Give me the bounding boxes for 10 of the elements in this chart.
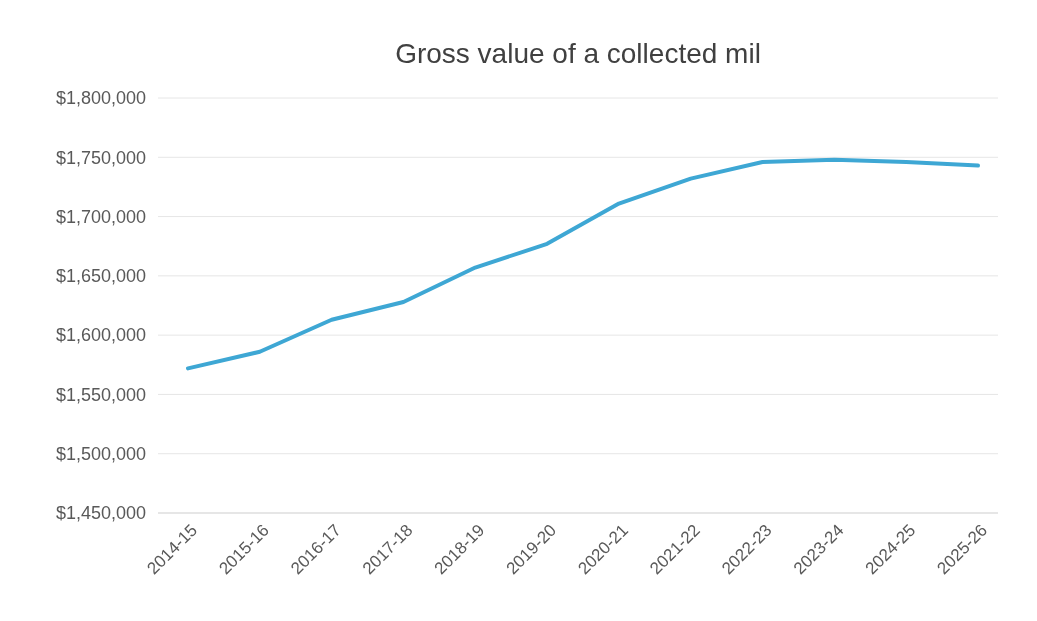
y-tick-label: $1,450,000 bbox=[55, 503, 146, 524]
y-tick-label: $1,500,000 bbox=[55, 444, 146, 465]
y-tick-label: $1,750,000 bbox=[55, 147, 146, 168]
y-tick-label: $1,600,000 bbox=[55, 325, 146, 346]
chart-title: Gross value of a collected mil bbox=[395, 38, 761, 69]
y-tick-label: $1,800,000 bbox=[55, 88, 146, 109]
y-tick-label: $1,650,000 bbox=[55, 266, 146, 287]
y-tick-label: $1,700,000 bbox=[55, 206, 146, 227]
y-tick-label: $1,550,000 bbox=[55, 384, 146, 405]
line-series bbox=[186, 157, 980, 371]
